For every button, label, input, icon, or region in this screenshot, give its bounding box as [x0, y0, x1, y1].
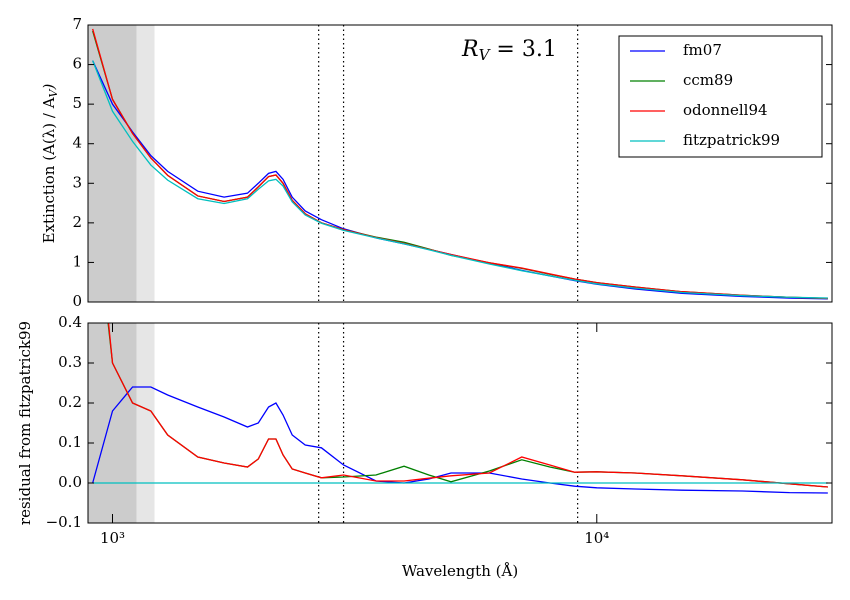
y-tick-label: 0.2 [58, 393, 82, 411]
legend-label: fm07 [683, 41, 722, 59]
series-line [107, 323, 828, 488]
y-tick-label: 0 [72, 292, 82, 310]
y-axis-label: residual from fitzpatrick99 [16, 321, 34, 525]
annotation: RV = 3.1 [461, 37, 557, 64]
y-tick-label: 0.0 [58, 473, 82, 491]
x-tick-label: 10⁴ [584, 529, 609, 547]
y-tick-label: 0.3 [58, 353, 82, 371]
y-tick-label: 4 [72, 134, 82, 152]
y-tick-label: 0.1 [58, 433, 82, 451]
annotation-part: V [479, 46, 492, 64]
y-tick-label: 3 [72, 173, 82, 191]
y-tick-label: 7 [72, 15, 82, 33]
shaded-span [88, 323, 137, 523]
y-tick-label: 5 [72, 94, 82, 112]
series-line [92, 386, 828, 494]
y-tick-label: 1 [72, 252, 82, 270]
y-tick-label: 0.4 [58, 313, 82, 331]
legend-label: odonnell94 [683, 101, 768, 119]
series-line [92, 60, 828, 299]
plot-area [88, 25, 828, 302]
axes-frame [87, 322, 833, 524]
legend-box [618, 35, 823, 158]
legend-label: fitzpatrick99 [683, 131, 780, 149]
legend-label: ccm89 [683, 71, 733, 89]
series-line [107, 323, 828, 488]
x-axis-label: Wavelength (Å) [402, 562, 518, 580]
plot-area [88, 323, 828, 523]
annotation-part: = 3.1 [489, 37, 556, 62]
y-axis-label-part: Extinction (A(λ) / A [40, 97, 58, 243]
y-axis-label-part: V [47, 88, 60, 97]
y-tick-label: −0.1 [46, 513, 82, 531]
axes-frame [87, 24, 833, 303]
y-axis-label: Extinction (A(λ) / AV) [40, 84, 60, 244]
x-tick-label: 10³ [100, 529, 125, 547]
shaded-span [88, 25, 137, 302]
y-axis-label-part: ) [40, 84, 58, 91]
annotation-part: R [461, 37, 479, 62]
shaded-span [136, 25, 155, 302]
y-tick-label: 6 [72, 55, 82, 73]
shaded-span [136, 323, 155, 523]
y-tick-label: 2 [72, 213, 82, 231]
